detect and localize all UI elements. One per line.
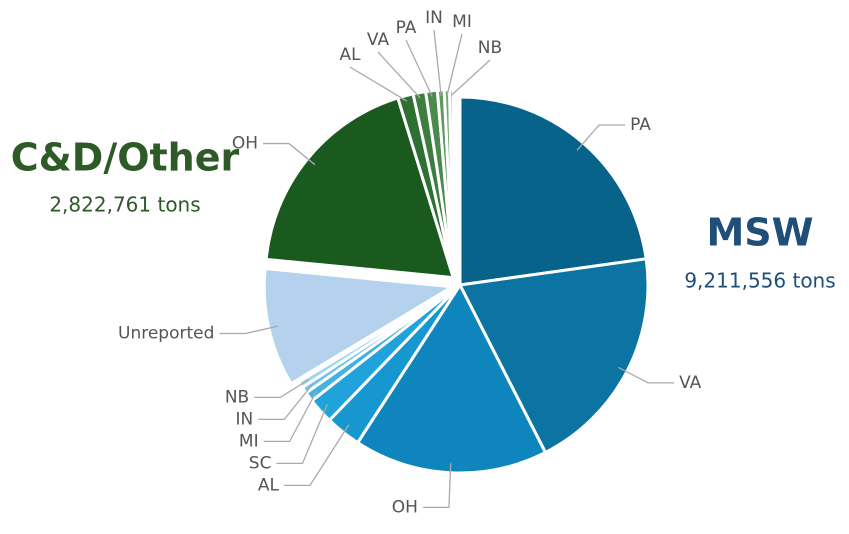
group-title: C&D/Other (11, 136, 240, 180)
slice-label: VA (679, 373, 702, 393)
slice (448, 88, 455, 280)
leader-line (446, 33, 463, 96)
leader-line (263, 142, 316, 166)
slice-label: PA (396, 18, 417, 38)
slice-label: VA (367, 30, 390, 50)
group-total: 9,211,556 tons (684, 269, 835, 293)
slice-label: AL (339, 45, 361, 65)
leader-line (219, 325, 279, 335)
group-total: 2,822,761 tons (49, 193, 200, 217)
slice-label: AL (258, 475, 280, 495)
leader-line (263, 390, 318, 443)
slice-label: SC (249, 453, 272, 473)
leader-line (258, 384, 313, 421)
slice-label: OH (392, 497, 418, 517)
slice-label: PA (630, 115, 651, 135)
slice-label: NB (225, 387, 249, 407)
leader-line (405, 39, 433, 97)
slice-label: Unreported (118, 323, 214, 343)
leader-line (349, 66, 408, 102)
leader-line (576, 124, 626, 151)
slice-group (264, 88, 455, 280)
slice-label: MI (239, 431, 259, 451)
slice-label: IN (236, 409, 254, 429)
leader-line (422, 463, 452, 509)
leader-line (433, 29, 442, 96)
slice-label: NB (478, 38, 502, 58)
slice-label: OH (232, 134, 258, 154)
leader-line (254, 379, 309, 399)
leader-line (618, 366, 675, 384)
slice-label: IN (425, 8, 443, 28)
leader-line (377, 51, 421, 99)
leader-line (451, 59, 491, 96)
slice-label: MI (452, 12, 472, 32)
leader-line (276, 404, 328, 465)
leader-line (284, 424, 350, 487)
group-title: MSW (706, 211, 813, 255)
